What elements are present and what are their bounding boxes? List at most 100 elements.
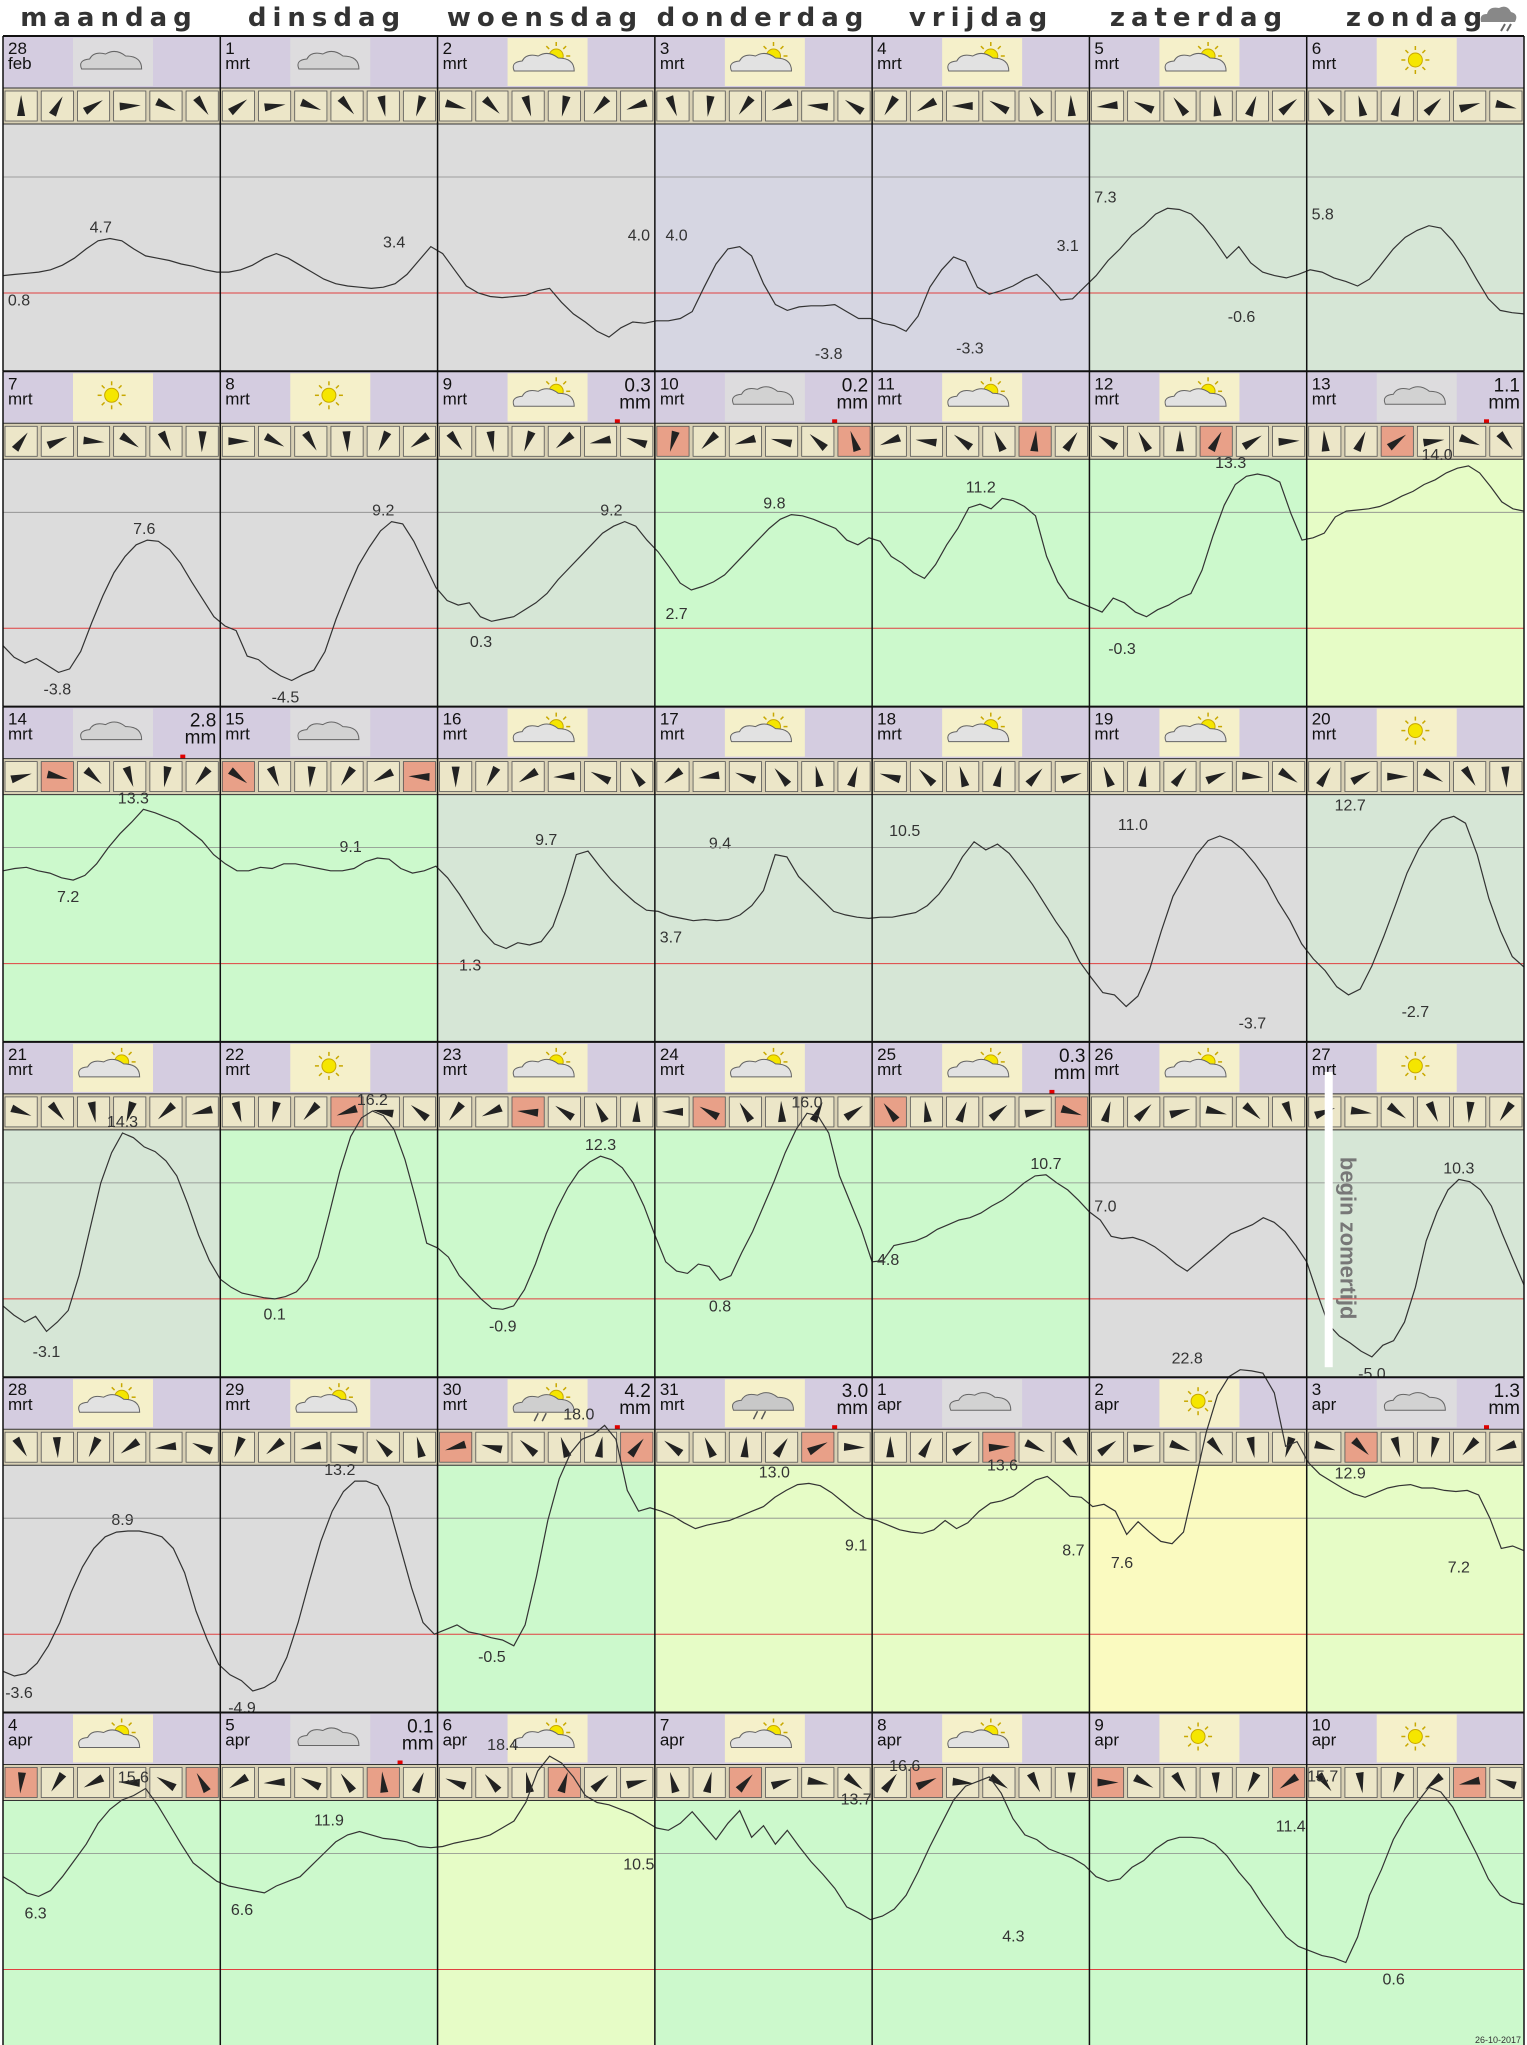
wind-arrow-icon [557, 1772, 568, 1794]
date-day-label: 29 [225, 1380, 244, 1399]
min-temp-label: 9.1 [845, 1538, 867, 1555]
wind-cell [1054, 761, 1088, 792]
wind-arrow-icon [1060, 773, 1082, 784]
max-temp-label: 16.0 [791, 1094, 822, 1111]
min-temp-label: 7.2 [57, 889, 79, 906]
day-panel-bg [220, 1800, 438, 2045]
wind-arrow-icon [519, 1439, 539, 1457]
min-temp-label: 4.3 [1002, 1929, 1024, 1946]
wind-arrow-icon [774, 768, 792, 787]
day-panel-bg [654, 1129, 873, 1378]
wind-arrow-icon [10, 1104, 32, 1116]
max-temp-label: 7.3 [1094, 189, 1116, 206]
wind-arrow-icon [627, 1438, 644, 1458]
day-panel-bg [220, 1465, 438, 1713]
wind-arrow-icon [1387, 772, 1409, 781]
wind-arrow-icon [51, 1771, 67, 1792]
wind-arrow-icon [83, 1774, 105, 1788]
wind-arrow-icon [1386, 434, 1407, 451]
date-day-label: 4 [877, 39, 886, 58]
wind-cell [330, 761, 364, 792]
day-name-friday: vrijdag [908, 3, 1054, 33]
date-day-label: 22 [225, 1045, 244, 1064]
day-panel-bg [1089, 794, 1307, 1042]
wind-arrow-icon [1358, 95, 1368, 117]
max-temp-label: 9.2 [372, 503, 394, 520]
day-name-tuesday: dinsdag [247, 3, 407, 33]
rain-bar [614, 419, 620, 424]
day-panel-bg [1306, 1129, 1524, 1378]
wind-arrow-icon [1390, 95, 1401, 117]
rain-cloud-icon [512, 1394, 575, 1413]
date-month-label: apr [8, 1731, 33, 1750]
wind-arrow-icon [88, 1436, 102, 1458]
temperature-line [2, 1755, 1525, 1964]
wind-arrow-icon [378, 430, 392, 452]
cloud-icon [1164, 723, 1227, 743]
week-4-wind-band [3, 1429, 1524, 1466]
wind-arrow-icon [1029, 96, 1044, 117]
wind-arrow-icon [701, 431, 720, 450]
date-month-label: apr [225, 1731, 250, 1750]
date-day-label: 5 [1094, 39, 1103, 58]
wind-arrow-icon [1458, 433, 1480, 446]
cloud-icon [730, 723, 793, 743]
wind-arrow-icon [1245, 95, 1257, 117]
cloud-icon [730, 52, 793, 72]
wind-arrow-icon [632, 1100, 641, 1123]
rain-amount-label: 3.0 [842, 1381, 868, 1402]
date-month-label: apr [1312, 1731, 1337, 1750]
wind-arrow-icon [992, 765, 1002, 788]
cloud-icon [947, 388, 1010, 407]
week-2-wind-band [3, 758, 1524, 795]
cloud-icon [1164, 388, 1227, 407]
rain-unit-label: mm [619, 1398, 651, 1419]
wind-arrow-icon [444, 99, 467, 110]
day-name-thursday: donderdag [656, 3, 870, 33]
wind-arrow-icon [156, 1776, 177, 1792]
day-panel-bg [872, 1129, 1090, 1378]
cloud-icon [80, 721, 143, 741]
wind-arrow-icon [1278, 98, 1298, 116]
wind-arrow-icon [1169, 1108, 1191, 1119]
rain-cloud-icon [732, 1392, 795, 1411]
wind-arrow-icon [918, 1437, 932, 1458]
wind-arrow-icon [1315, 1772, 1332, 1792]
rain-bar [832, 1425, 838, 1430]
date-day-label: 11 [877, 374, 895, 393]
day-panel-bg [1089, 1465, 1307, 1713]
rain-bar [1484, 1425, 1489, 1430]
wind-arrow-icon [416, 95, 427, 117]
wind-arrow-icon [1316, 767, 1331, 788]
min-temp-label: 1.3 [459, 958, 481, 975]
week-3-wind-band [3, 1093, 1524, 1130]
day-panel-bg [220, 794, 438, 1042]
sun-icon [314, 381, 343, 410]
cloud-icon [297, 1727, 360, 1746]
temperature-line [2, 465, 1525, 682]
date-month-label: mrt [877, 1060, 902, 1079]
cloud-icon [732, 386, 795, 405]
cloud-icon [512, 388, 575, 407]
wind-arrow-icon [266, 1437, 285, 1455]
min-temp-label: -2.7 [1402, 1004, 1430, 1021]
wind-arrow-icon [1278, 767, 1298, 783]
min-temp-label: 0.3 [470, 634, 492, 651]
wind-arrow-icon [449, 1101, 465, 1121]
wind-cell [113, 90, 147, 122]
wind-cell [1489, 1767, 1523, 1798]
wind-arrow-icon [1027, 1771, 1041, 1793]
wind-arrow-icon [807, 1776, 829, 1785]
wind-arrow-icon [303, 1101, 321, 1121]
date-month-label: mrt [8, 1060, 33, 1079]
date-day-label: 9 [1094, 1716, 1103, 1735]
wind-arrow-icon [915, 438, 937, 447]
wind-arrow-icon [11, 432, 28, 452]
day-panel-bg [1306, 1800, 1524, 2045]
sun-icon [1184, 1722, 1213, 1751]
temperature-line [2, 1110, 1525, 1358]
wind-arrow-icon [46, 436, 68, 450]
wind-arrow-icon [1458, 102, 1481, 113]
day-panel-bg [654, 1465, 873, 1713]
